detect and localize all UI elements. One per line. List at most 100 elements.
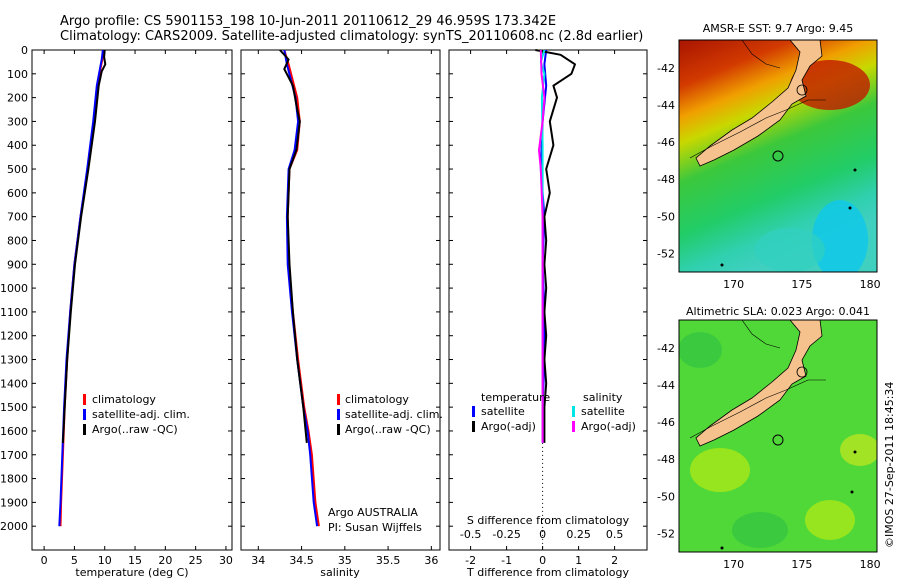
- salinity-axis-label: salinity: [320, 566, 360, 579]
- argo-program-label: Argo AUSTRALIA: [328, 506, 418, 519]
- legend-swatch-s-argo: [572, 421, 575, 432]
- x-tick-label: 34.5: [289, 554, 314, 567]
- depth-tick-label: 100: [7, 68, 28, 81]
- lon-tick-label: 180: [860, 558, 881, 571]
- s-difference-tick-label: 0.25: [566, 528, 591, 541]
- depth-tick-label: 1800: [0, 473, 28, 486]
- x-tick-label: -1: [501, 554, 512, 567]
- bathymetry-contour: [689, 99, 826, 159]
- lon-tick-label: 175: [791, 558, 812, 571]
- sst-warm-patch: [790, 60, 870, 110]
- imos-credit: ©IMOS 27-Sep-2011 18:45:34: [883, 381, 896, 548]
- x-tick-label: 15: [128, 554, 142, 567]
- lon-tick-label: 170: [723, 558, 744, 571]
- profile-title: Argo profile: CS 5901153_198 10-Jun-2011…: [60, 14, 557, 29]
- t-difference-axis-label: T difference from climatology: [466, 566, 629, 579]
- s-difference-axis-label: S difference from climatology: [467, 514, 630, 527]
- depth-tick-label: 1500: [0, 401, 28, 414]
- lat-tick-label: -44: [657, 99, 675, 112]
- island-dot: [848, 206, 852, 210]
- depth-tick-label: 2000: [0, 520, 28, 533]
- sla-low-patch: [732, 512, 788, 548]
- temperature-axis-label: temperature (deg C): [75, 566, 188, 579]
- x-tick-label: 36: [424, 554, 438, 567]
- lon-tick-label: 170: [723, 278, 744, 291]
- x-tick-label: 25: [189, 554, 203, 567]
- bathymetry-contour: [689, 379, 826, 439]
- s-difference-tick-label: -0.5: [460, 528, 481, 541]
- salinity-panel-frame: [240, 49, 441, 551]
- depth-tick-label: 1600: [0, 425, 28, 438]
- lat-tick-label: -46: [657, 136, 675, 149]
- x-tick-label: 5: [71, 554, 78, 567]
- sla-high-patch: [840, 434, 877, 466]
- island-dot: [853, 450, 857, 454]
- depth-tick-label: 1000: [0, 282, 28, 295]
- island-outline: [796, 366, 808, 378]
- sst-cool-patch: [755, 228, 825, 272]
- lat-tick-label: -52: [657, 527, 675, 540]
- s-difference-tick-label: -0.25: [492, 528, 520, 541]
- s-difference-tick-label: 0.5: [606, 528, 624, 541]
- legend-swatch-s-satellite: [572, 406, 575, 417]
- lat-tick-label: -42: [657, 62, 675, 75]
- depth-tick-label: 400: [7, 139, 28, 152]
- legend-t-argo: Argo(-adj): [481, 420, 536, 433]
- legend-t-satellite: satellite: [481, 405, 525, 418]
- legend-s-argo: Argo(-adj): [581, 420, 636, 433]
- depth-tick-label: 200: [7, 92, 28, 105]
- south-island-land: [695, 320, 823, 447]
- sst-cold-patch: [812, 200, 868, 272]
- legend-argo: Argo(..raw -QC): [92, 423, 178, 436]
- bathymetry-contour: [722, 320, 781, 349]
- series-line-argo---raw--qc-: [279, 49, 308, 443]
- legend-title-temperature: temperature: [481, 391, 550, 404]
- sst-map-frame: [678, 39, 878, 273]
- series-line-argo---raw--qc-: [61, 49, 107, 443]
- depth-tick-label: 1400: [0, 377, 28, 390]
- depth-tick-label: 0: [21, 44, 28, 57]
- island-dot: [853, 168, 857, 172]
- sla-high-patch: [690, 448, 750, 492]
- legend-climatology: climatology: [345, 393, 409, 406]
- legend-swatch-argo: [83, 424, 86, 435]
- bathymetry-contour: [722, 40, 781, 69]
- x-tick-label: 0: [539, 554, 546, 567]
- lat-tick-label: -50: [657, 490, 675, 503]
- pi-label: PI: Susan Wijffels: [328, 521, 422, 534]
- legend-s-satellite: satellite: [581, 405, 625, 418]
- temperature-panel-frame: [31, 49, 233, 551]
- lat-tick-label: -48: [657, 173, 675, 186]
- float-location-marker: [772, 150, 784, 162]
- island-dot: [720, 263, 724, 267]
- depth-tick-label: 1900: [0, 496, 28, 509]
- x-tick-label: 2: [611, 554, 618, 567]
- sla-high-patch: [805, 500, 855, 540]
- sst-map: [678, 39, 878, 273]
- depth-tick-label: 800: [7, 234, 28, 247]
- legend-swatch-climatology: [83, 394, 86, 405]
- legend-swatch-satellite: [83, 409, 86, 420]
- float-location-marker: [772, 434, 784, 446]
- legend-swatch-t-satellite: [472, 406, 475, 417]
- legend-satellite-adj: satellite-adj. clim.: [92, 408, 190, 421]
- lat-tick-label: -50: [657, 210, 675, 223]
- depth-tick-label: 300: [7, 115, 28, 128]
- series-line-argo--adj-: [535, 49, 576, 443]
- lat-tick-label: -48: [657, 453, 675, 466]
- legend-climatology: climatology: [92, 393, 156, 406]
- legend-swatch-t-argo: [472, 421, 475, 432]
- sla-map-title: Altimetric SLA: 0.023 Argo: 0.041: [686, 305, 870, 318]
- legend-swatch-satellite: [337, 409, 340, 420]
- depth-tick-label: 700: [7, 211, 28, 224]
- island-dot: [720, 546, 724, 550]
- depth-tick-label: 1300: [0, 354, 28, 367]
- sst-map-title: AMSR-E SST: 9.7 Argo: 9.45: [703, 22, 854, 35]
- depth-tick-label: 1100: [0, 306, 28, 319]
- depth-tick-label: 500: [7, 163, 28, 176]
- lon-tick-label: 180: [860, 278, 881, 291]
- island-dot: [850, 490, 854, 494]
- x-tick-label: 10: [98, 554, 112, 567]
- x-tick-label: 35: [338, 554, 352, 567]
